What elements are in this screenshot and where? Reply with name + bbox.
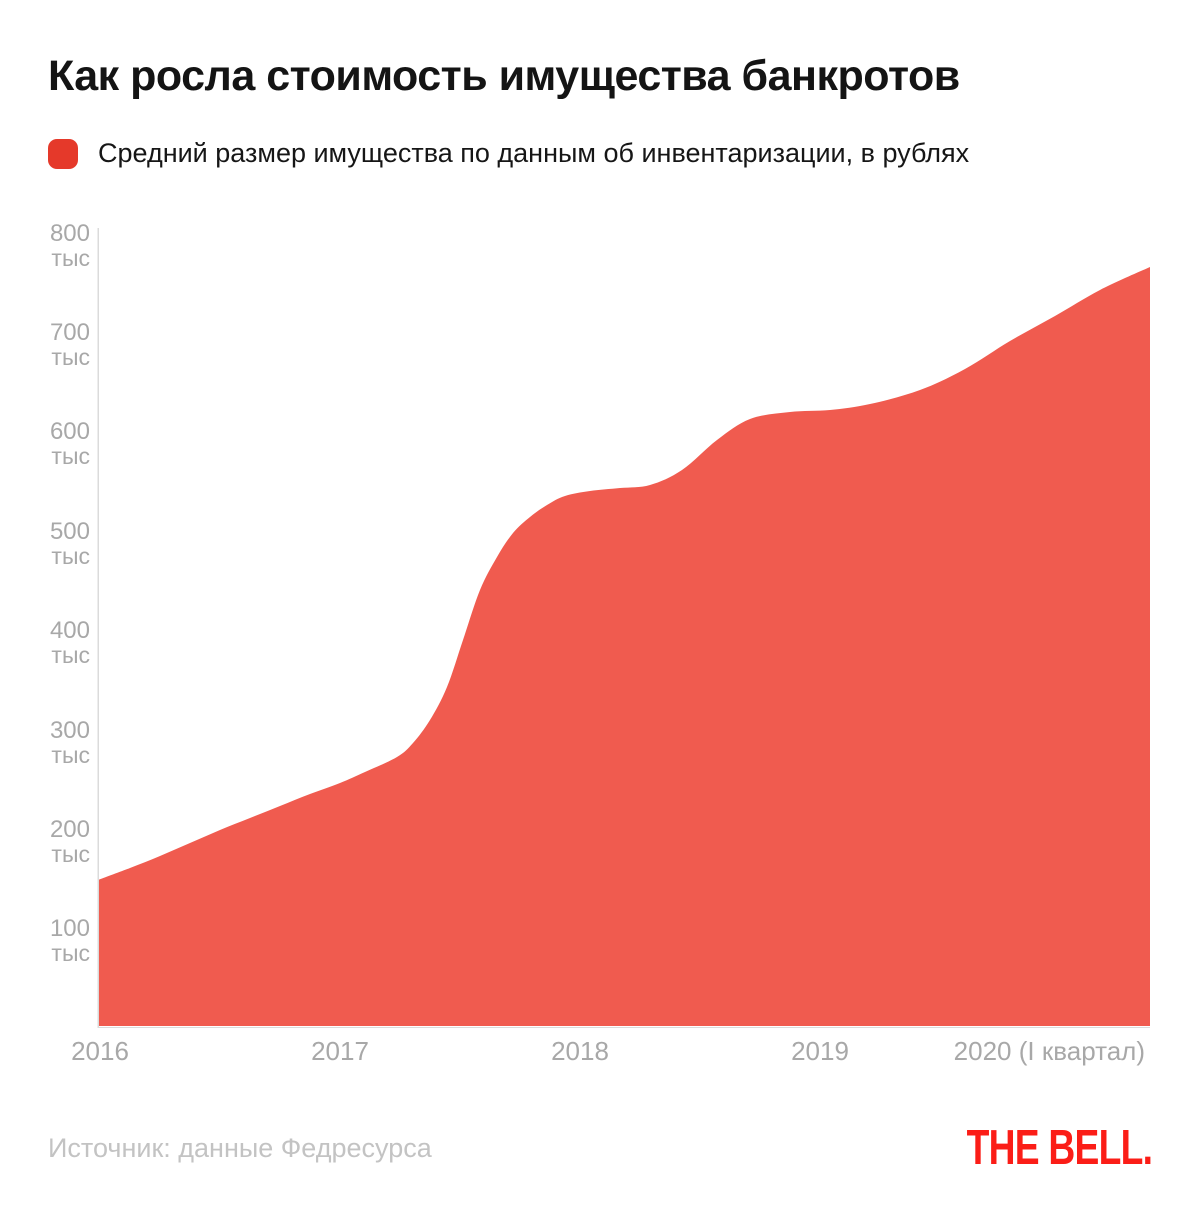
legend-swatch	[48, 138, 78, 169]
legend: Средний размер имущества по данным об ин…	[48, 138, 969, 169]
y-tick-label: 700 тыс	[49, 319, 90, 370]
x-tick-label: 2018	[551, 1036, 609, 1066]
x-tick-label: 2017	[311, 1036, 369, 1066]
y-tick-label: 400 тыс	[49, 617, 90, 668]
y-tick-label: 300 тыс	[49, 717, 90, 768]
y-tick-label: 100 тыс	[49, 915, 90, 966]
x-tick-label: 2016	[71, 1036, 129, 1066]
y-tick-label: 800 тыс	[49, 220, 90, 271]
x-tick-label: 2020 (I квартал)	[953, 1036, 1145, 1066]
y-tick-label: 200 тыс	[49, 816, 90, 867]
chart-title: Как росла стоимость имущества банкротов	[48, 52, 960, 100]
area-series	[98, 267, 1150, 1026]
source-note: Источник: данные Федресурса	[48, 1133, 432, 1163]
x-tick-label: 2019	[791, 1036, 849, 1066]
y-tick-label: 600 тыс	[49, 418, 90, 469]
logo-the-bell: THE BELL.	[966, 1121, 1152, 1175]
y-tick-label: 500 тыс	[49, 518, 90, 569]
legend-label: Средний размер имущества по данным об ин…	[98, 138, 970, 168]
